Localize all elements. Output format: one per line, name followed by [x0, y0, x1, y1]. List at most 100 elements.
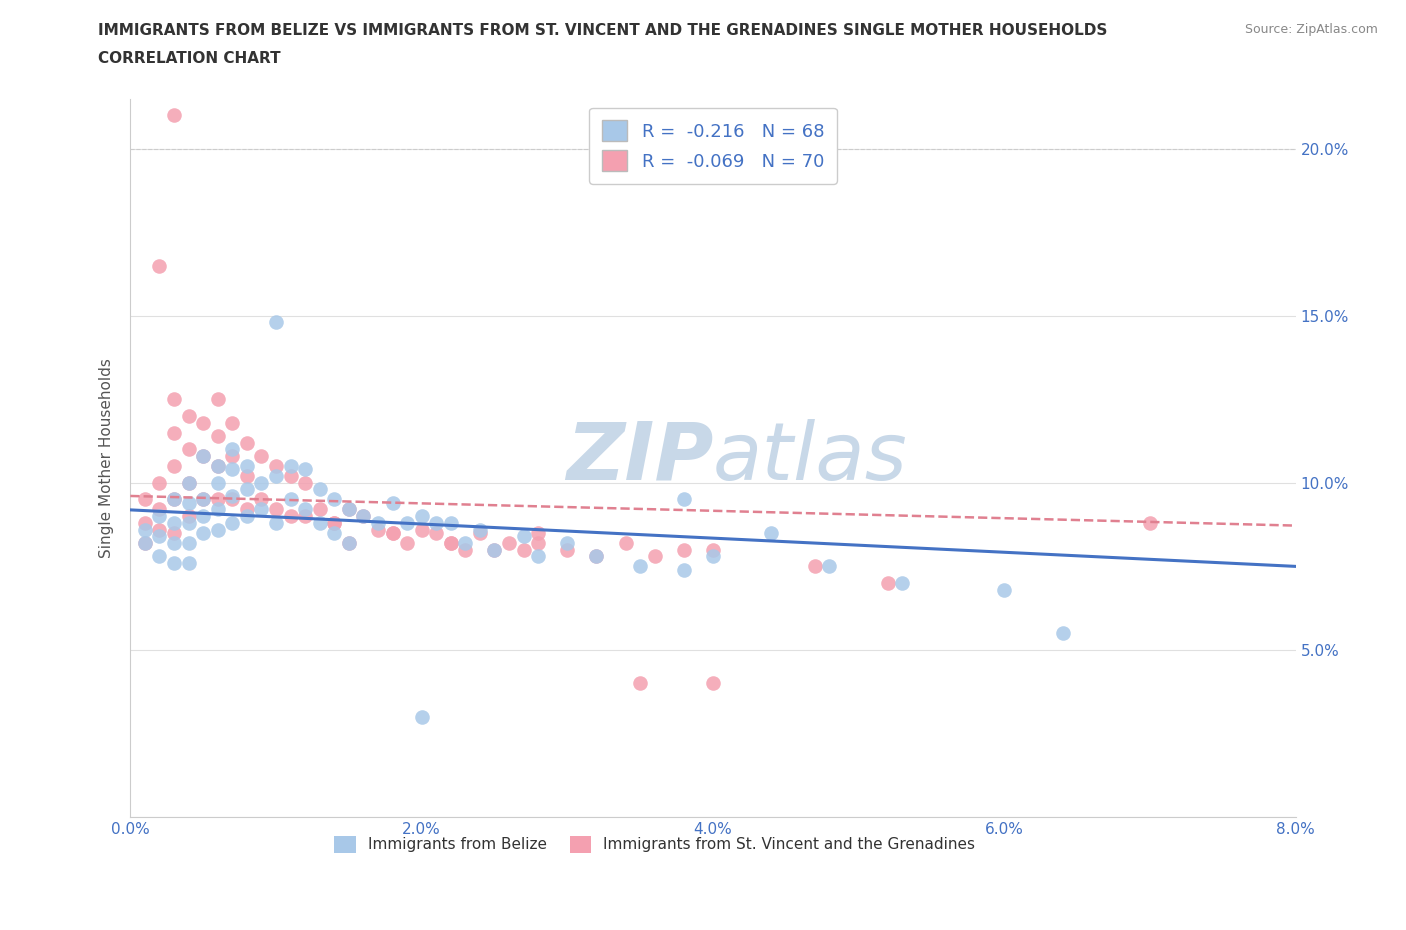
Point — [163, 536, 186, 551]
Point — [191, 448, 214, 463]
Point — [264, 469, 287, 484]
Point — [264, 502, 287, 517]
Point — [308, 502, 330, 517]
Text: CORRELATION CHART: CORRELATION CHART — [98, 51, 281, 66]
Point — [512, 529, 534, 544]
Point — [191, 492, 214, 507]
Point — [207, 429, 229, 444]
Point — [367, 522, 389, 537]
Point — [221, 415, 243, 430]
Point — [454, 542, 477, 557]
Point — [177, 496, 200, 511]
Point — [177, 475, 200, 490]
Point — [221, 492, 243, 507]
Point — [134, 536, 156, 551]
Text: atlas: atlas — [713, 418, 908, 497]
Point — [236, 469, 259, 484]
Point — [381, 525, 404, 540]
Point — [177, 555, 200, 570]
Point — [221, 515, 243, 530]
Point — [280, 492, 302, 507]
Point — [337, 502, 360, 517]
Point — [163, 108, 186, 123]
Point — [323, 515, 346, 530]
Point — [191, 492, 214, 507]
Point — [672, 542, 695, 557]
Point — [468, 522, 491, 537]
Point — [294, 462, 316, 477]
Point — [148, 549, 170, 564]
Point — [555, 536, 578, 551]
Point — [148, 529, 170, 544]
Point — [163, 425, 186, 440]
Point — [425, 515, 447, 530]
Point — [163, 392, 186, 406]
Point — [250, 502, 273, 517]
Point — [294, 475, 316, 490]
Point — [207, 502, 229, 517]
Point — [440, 536, 463, 551]
Point — [177, 475, 200, 490]
Point — [498, 536, 520, 551]
Point — [207, 492, 229, 507]
Text: ZIP: ZIP — [565, 418, 713, 497]
Point — [585, 549, 607, 564]
Point — [628, 559, 651, 574]
Point — [177, 536, 200, 551]
Point — [1139, 515, 1161, 530]
Point — [236, 509, 259, 524]
Point — [425, 525, 447, 540]
Point — [207, 475, 229, 490]
Point — [148, 502, 170, 517]
Point — [134, 536, 156, 551]
Point — [484, 542, 506, 557]
Point — [264, 458, 287, 473]
Point — [804, 559, 827, 574]
Point — [250, 475, 273, 490]
Point — [308, 515, 330, 530]
Point — [163, 492, 186, 507]
Text: IMMIGRANTS FROM BELIZE VS IMMIGRANTS FROM ST. VINCENT AND THE GRENADINES SINGLE : IMMIGRANTS FROM BELIZE VS IMMIGRANTS FRO… — [98, 23, 1108, 38]
Point — [527, 525, 550, 540]
Y-axis label: Single Mother Households: Single Mother Households — [100, 358, 114, 558]
Point — [177, 509, 200, 524]
Point — [337, 536, 360, 551]
Point — [134, 522, 156, 537]
Point — [236, 435, 259, 450]
Point — [163, 525, 186, 540]
Point — [818, 559, 841, 574]
Point — [250, 448, 273, 463]
Point — [250, 492, 273, 507]
Point — [411, 709, 433, 724]
Point — [163, 555, 186, 570]
Point — [1052, 626, 1074, 641]
Point — [440, 536, 463, 551]
Legend: Immigrants from Belize, Immigrants from St. Vincent and the Grenadines: Immigrants from Belize, Immigrants from … — [328, 830, 981, 859]
Point — [177, 408, 200, 423]
Point — [191, 415, 214, 430]
Point — [134, 492, 156, 507]
Point — [236, 502, 259, 517]
Point — [761, 525, 783, 540]
Point — [702, 549, 724, 564]
Point — [585, 549, 607, 564]
Point — [294, 502, 316, 517]
Point — [702, 676, 724, 691]
Point — [672, 562, 695, 577]
Point — [993, 582, 1015, 597]
Point — [148, 259, 170, 273]
Point — [207, 458, 229, 473]
Point — [221, 442, 243, 457]
Point — [381, 496, 404, 511]
Point — [280, 509, 302, 524]
Point — [134, 515, 156, 530]
Point — [280, 458, 302, 473]
Point — [221, 488, 243, 503]
Point — [148, 522, 170, 537]
Point — [411, 522, 433, 537]
Point — [527, 536, 550, 551]
Point — [468, 525, 491, 540]
Point — [323, 515, 346, 530]
Point — [644, 549, 666, 564]
Point — [264, 315, 287, 330]
